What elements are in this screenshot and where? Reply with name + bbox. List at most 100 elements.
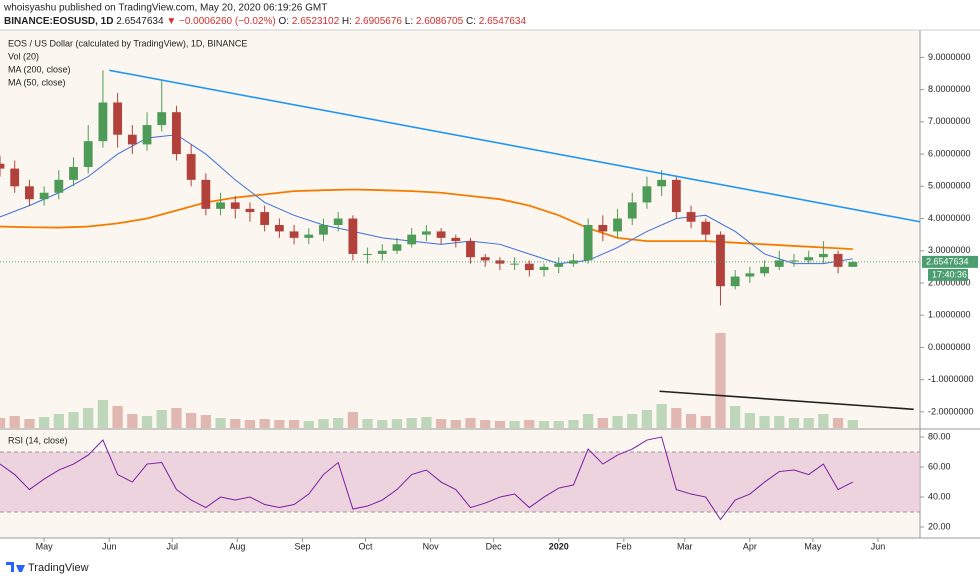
volume-bar [685,414,697,428]
volume-bar [627,414,638,428]
candle-body [113,102,123,135]
header-item: 2.6905676 [355,16,403,27]
x-tick-label: 2020 [549,541,569,551]
y-tick-label: 9.0000000 [928,52,971,62]
candle-body [289,231,299,238]
candle-body [407,234,417,245]
rsi-line [0,436,854,521]
x-tick-label: Feb [616,541,632,551]
moving-average [0,188,853,251]
y-tick-label: 3.0000000 [928,245,971,255]
trend-line [109,69,921,223]
candle-body [377,250,387,254]
author-line: whoisyashu published on TradingView.com,… [3,3,327,14]
volume-bar [803,418,814,428]
candle-body [69,166,78,180]
volume-bar [244,420,256,428]
volume-bar [333,418,344,428]
volume-bar [9,416,20,428]
candle-body [245,208,255,213]
header-item: BINANCE:EOSUSD, 1D [4,16,113,27]
volume-bar [200,415,211,428]
rsi-band [0,452,920,513]
header-item: 2.6547634 [116,16,164,27]
candle-body [0,163,5,169]
volume-bar [730,406,741,428]
candle-body [657,179,667,187]
volume-bar [156,410,167,428]
candle-body [613,218,622,232]
x-tick-label: May [804,541,822,551]
candle-body [833,253,843,267]
volume-bar [671,408,682,428]
logo-icon [6,562,25,572]
x-tick-label: May [36,541,54,551]
volume-bar [656,404,667,428]
volume-bar [641,410,653,428]
volume-bar [406,418,417,428]
candle-body [24,186,34,200]
candle-body [201,179,211,209]
chart-title: RSI (14, close) [8,435,68,445]
candle-body [716,234,725,287]
volume-bar [141,416,153,428]
candle-body [495,260,505,264]
x-tick-label: Oct [358,541,373,551]
volume-bar [112,406,123,428]
candle-body [421,231,431,235]
y-tick-label: 2.0000000 [928,277,971,287]
volume-bar [509,421,520,428]
candle-body [304,234,314,238]
candle-body [818,253,828,258]
volume-bar [68,412,79,428]
volume-bar [818,414,829,428]
candle-body [230,202,240,209]
candle-body [466,241,475,258]
volume-bar [421,417,432,428]
volume-bar [480,420,491,428]
candle-body [142,125,152,145]
volume-bar [553,421,564,428]
y-tick-label: -1.0000000 [928,374,974,384]
brand: TradingView [28,562,89,574]
y-tick-label: 0.0000000 [928,342,971,352]
candle-body [642,186,652,203]
candle-body [789,260,799,262]
candle-body [848,262,858,267]
candle-body [627,202,637,219]
candle-body [319,224,328,235]
volume-bar [171,408,182,428]
moving-average [0,134,853,265]
header-item: C: [466,16,476,27]
volume-bar [832,418,844,428]
footer-logo: TradingView [6,562,89,574]
candle-body [760,266,769,274]
trend-line [659,390,914,411]
header-item: 2.6523102 [292,16,340,27]
y-tick-label: 4.0000000 [928,213,971,223]
volume-bar [24,419,35,428]
header-item: H: [342,16,352,27]
volume-bar [847,420,858,428]
volume-bar [274,420,285,428]
volume-bar [612,416,623,428]
y-tick-label: 20.00 [928,521,951,531]
x-tick-label: Dec [486,541,503,551]
volume-bar [538,421,550,428]
candle-body [363,253,372,255]
candle-body [524,263,534,271]
volume-bar [318,419,329,428]
candle-body [274,224,284,232]
x-tick-label: Mar [677,541,693,551]
legend-entry: MA (50, close) [8,77,66,87]
candle-body [598,224,608,232]
candle-body [83,141,93,167]
candle-body [333,218,343,225]
legend-entry: MA (200, close) [8,64,71,74]
candle-body [745,273,755,277]
last-price-label: 2.6547634 [926,256,969,266]
header-item: 2.6086705 [416,16,464,27]
volume-bar [715,333,726,428]
candle-body [701,221,711,235]
